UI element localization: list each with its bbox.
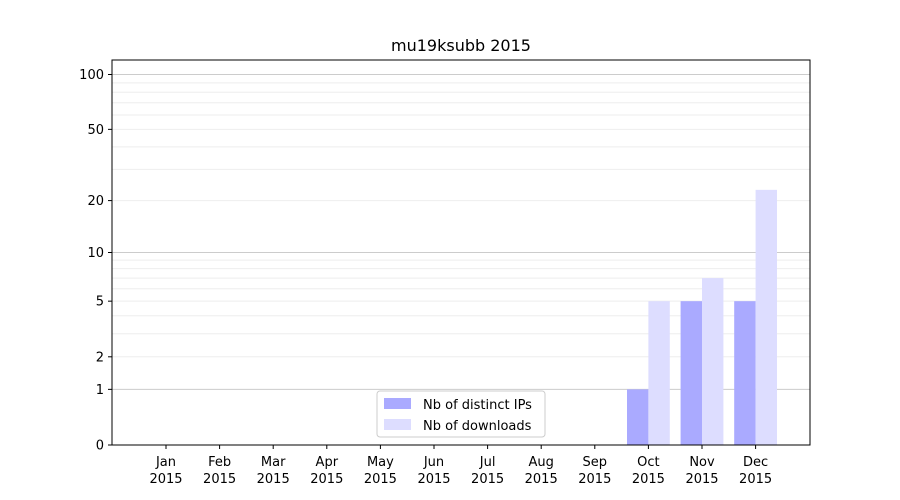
x-tick-label: 2015 — [417, 472, 450, 487]
bar-downloads — [755, 189, 777, 445]
y-tick-label: 1 — [96, 383, 104, 398]
y-tick-label: 5 — [96, 295, 104, 310]
x-tick-label: May — [367, 455, 394, 470]
x-tick-label: 2015 — [685, 472, 718, 487]
y-axis: 0 1 2 5 10 20 50 100 — [79, 68, 112, 454]
legend: Nb of distinct IPs Nb of downloads — [376, 390, 546, 438]
x-tick-label: Apr — [316, 455, 339, 470]
x-tick-label: 2015 — [632, 472, 665, 487]
x-tick-label: Feb — [208, 455, 231, 470]
x-tick-label: Jun — [423, 455, 444, 470]
bar-downloads — [702, 278, 724, 445]
x-tick-label: 2015 — [149, 472, 182, 487]
bar-downloads — [648, 301, 670, 445]
legend-label-distinct-ips: Nb of distinct IPs — [423, 398, 532, 413]
x-tick-label: 2015 — [257, 472, 290, 487]
x-tick-label: 2015 — [203, 472, 236, 487]
y-tick-label: 50 — [87, 123, 104, 138]
bar-distinct-ips — [734, 301, 756, 445]
x-tick-label: 2015 — [525, 472, 558, 487]
chart-title: mu19ksubb 2015 — [391, 36, 531, 55]
x-tick-label: Aug — [529, 455, 554, 470]
x-tick-label: 2015 — [364, 472, 397, 487]
x-tick-label: 2015 — [471, 472, 504, 487]
x-tick-label: Dec — [743, 455, 768, 470]
x-tick-label: Mar — [261, 455, 286, 470]
legend-swatch-downloads — [384, 419, 411, 430]
bars-layer — [627, 189, 777, 445]
bar-distinct-ips — [627, 389, 649, 445]
y-tick-label: 100 — [79, 68, 104, 83]
x-tick-label: 2015 — [739, 472, 772, 487]
x-tick-label: Jul — [479, 455, 496, 470]
y-tick-label: 2 — [96, 350, 104, 365]
y-tick-label: 20 — [87, 194, 104, 209]
y-tick-label: 10 — [87, 246, 104, 261]
x-tick-label: Jan — [155, 455, 176, 470]
x-tick-label: Nov — [689, 455, 715, 470]
y-tick-label: 0 — [96, 439, 104, 454]
grid-layer — [112, 74, 810, 390]
x-tick-label: 2015 — [310, 472, 343, 487]
bar-distinct-ips — [680, 301, 702, 445]
legend-label-downloads: Nb of downloads — [423, 419, 532, 434]
legend-box — [376, 390, 546, 438]
legend-swatch-distinct-ips — [384, 398, 411, 409]
x-tick-label: Sep — [583, 455, 608, 470]
x-axis: Jan 2015 Feb 2015 Mar 2015 Apr 2015 May 2015 Jun 20… — [149, 445, 772, 487]
x-tick-label: 2015 — [578, 472, 611, 487]
x-tick-label: Oct — [637, 455, 659, 470]
